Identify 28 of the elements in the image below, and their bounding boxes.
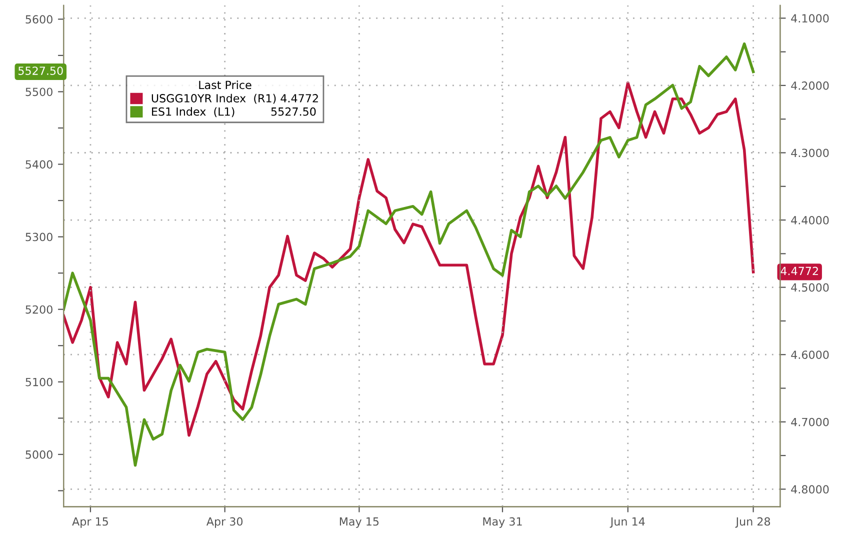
line-series bbox=[64, 42, 755, 467]
y2-tick-label: 4.5000 bbox=[791, 283, 829, 292]
y-tick-label: 5000 bbox=[26, 450, 52, 459]
y-tick-label: 5100 bbox=[26, 378, 52, 386]
x-tick-label: Apr 15 bbox=[72, 517, 108, 528]
y2-tick-label: 4.7000 bbox=[791, 418, 829, 426]
y2-tick-label: 4.4000 bbox=[791, 216, 829, 224]
y2-tick-label: 4.3000 bbox=[791, 148, 829, 158]
y-tick-label: 5400 bbox=[26, 160, 52, 169]
text: 4.4772 bbox=[780, 266, 818, 276]
legend-title: Last Price bbox=[199, 80, 252, 90]
y2-tick-label: 4.8000 bbox=[791, 485, 829, 494]
y2-tick-label: 4.2000 bbox=[791, 81, 829, 90]
x-tick-label: Apr 30 bbox=[206, 517, 243, 528]
legend-label: USGG10YR Index (R1) 4.4772 bbox=[152, 94, 318, 104]
y-tick-label: 5600 bbox=[26, 15, 52, 24]
y2-tick-label: 4.1000 bbox=[791, 14, 829, 23]
x-tick-label: May 15 bbox=[340, 517, 379, 528]
x-tick-label: May 31 bbox=[483, 517, 522, 528]
y2-tick-label: 4.6000 bbox=[791, 350, 829, 359]
text: 5527.50 bbox=[18, 66, 63, 75]
x-tick-label: Jun 14 bbox=[610, 517, 645, 528]
y-tick-label: 5200 bbox=[26, 305, 52, 314]
legend-label: ES1 Index (L1) 5527.50 bbox=[152, 107, 316, 118]
x-tick-label: Jun 28 bbox=[735, 517, 770, 528]
line-series bbox=[64, 81, 755, 437]
y-tick-label: 5300 bbox=[26, 232, 52, 242]
y-tick-label: 5500 bbox=[26, 88, 52, 96]
